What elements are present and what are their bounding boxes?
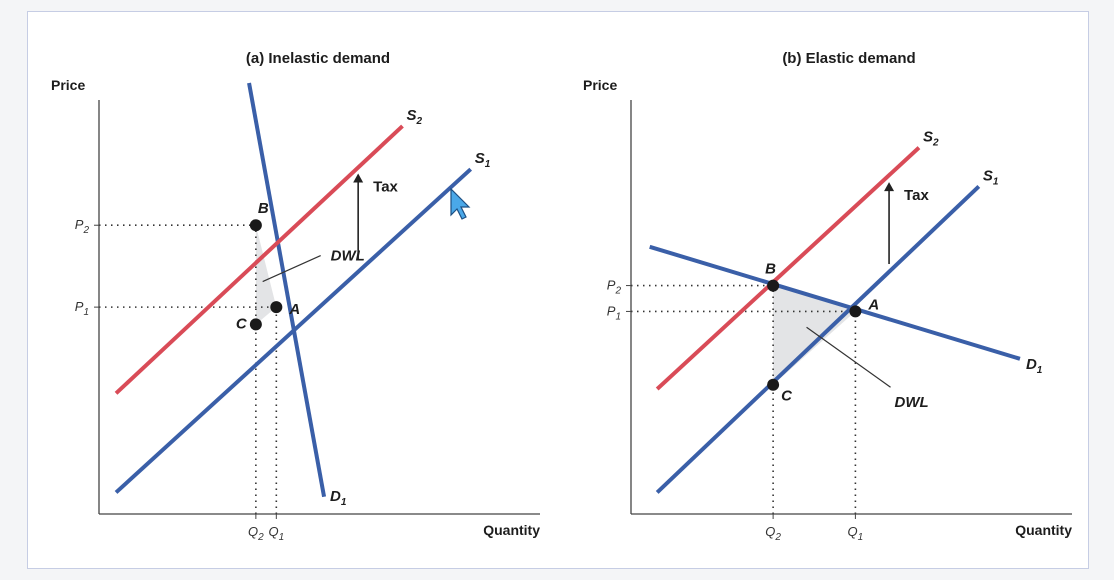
panel-a-point-a (270, 301, 283, 314)
panel-a-demand-curve (247, 82, 327, 498)
panel-a-demand-label: D1 (330, 488, 347, 508)
panel-a-dwl-region (255, 225, 277, 325)
panel-b-x-axis-label: Quantity (1015, 522, 1072, 538)
panel-a-supply-after-label: S2 (406, 107, 422, 127)
panel-b-tax-arrow-head (884, 182, 895, 192)
panel-a-dwl-label: DWL (331, 248, 365, 265)
panel-a-y-tick-label: P2 (75, 217, 90, 236)
panel-b-demand-curve (649, 244, 1021, 361)
panel-a-point-b-label: B (258, 200, 269, 217)
panel-b-dwl-label: DWL (895, 394, 929, 411)
panel-a-point-c-label: C (236, 315, 248, 332)
panel-b-dwl-leader (806, 326, 891, 388)
panel-b-supply-after-label: S2 (923, 129, 939, 149)
panel-b-y-tick-label: P1 (607, 303, 621, 322)
panel-b-point-c-label: C (781, 388, 793, 405)
panel-b-x-tick-label: Q1 (848, 524, 864, 543)
panel-b-point-a-label: A (867, 296, 879, 313)
panel-b-point-a (849, 305, 862, 318)
panel-b-title: (b) Elastic demand (782, 50, 915, 67)
panel-b-x-tick-label: Q2 (765, 524, 781, 543)
panel-a-supply-after-curve (114, 124, 404, 395)
panel-b-tax-label: Tax (904, 187, 929, 204)
panel-a-x-axis-label: Quantity (483, 522, 540, 538)
panel-a-dwl-leader (262, 255, 321, 283)
panel-b-y-axis-label: Price (583, 77, 617, 93)
mouse-pointer-icon (450, 187, 471, 220)
panel-b-point-c (767, 378, 780, 391)
panel-a-title: (a) Inelastic demand (246, 50, 390, 67)
panel-a-y-tick-label: P1 (75, 299, 89, 318)
panel-b-supply-after-curve (655, 146, 921, 391)
panel-a-point-a-label: A (288, 301, 300, 318)
figure-frame (27, 11, 1089, 569)
panel-a-x-tick-label: Q2 (248, 524, 264, 543)
panel-b-supply-before-label: S1 (983, 167, 999, 187)
panel-a-supply-before-label: S1 (475, 150, 491, 170)
panel-b-supply-before-curve (655, 184, 981, 494)
panel-a-tax-arrow-head (353, 173, 364, 183)
panel-a-tax-label: Tax (373, 179, 398, 196)
panel-a-y-axis-label: Price (51, 77, 85, 93)
panel-a-x-tick-label: Q1 (268, 524, 284, 543)
panel-a-point-c (249, 318, 262, 331)
panel-a-point-b (249, 219, 262, 232)
panel-b-point-b-label: B (765, 261, 776, 278)
panel-b-point-b (767, 279, 780, 292)
panel-b-y-tick-label: P2 (607, 278, 622, 297)
panel-b-demand-label: D1 (1026, 356, 1043, 376)
panel-a-supply-before-curve (114, 167, 473, 494)
